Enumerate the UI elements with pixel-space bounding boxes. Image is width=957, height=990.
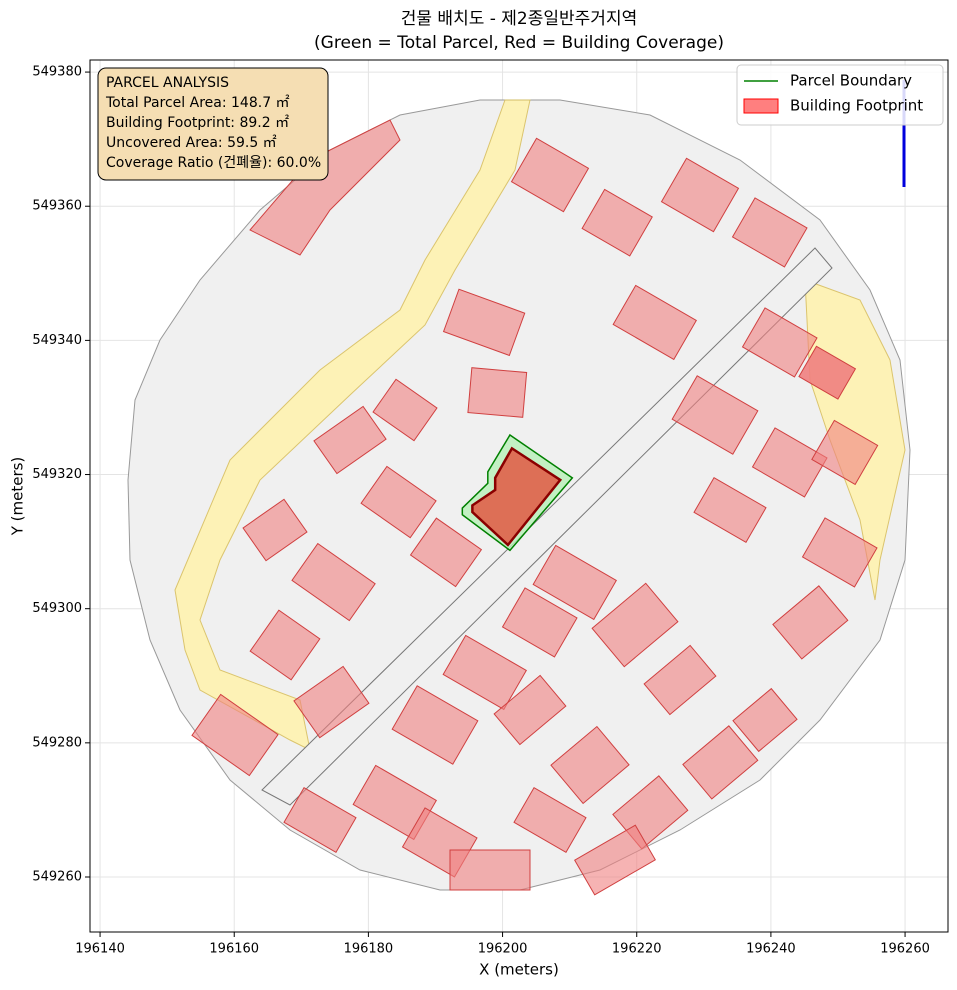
legend-label: Building Footprint	[790, 97, 923, 115]
annotation-line: PARCEL ANALYSIS	[106, 75, 229, 91]
x-tick-label: 196200	[478, 942, 528, 957]
base-map	[127, 80, 911, 896]
y-tick-label: 549280	[32, 735, 82, 750]
x-tick-label: 196180	[344, 942, 394, 957]
y-tick-label: 549360	[32, 199, 82, 214]
x-axis-label: X (meters)	[479, 961, 559, 979]
y-tick-label: 549260	[32, 869, 82, 884]
chart-title: 건물 배치도 - 제2종일반주거지역	[401, 9, 637, 29]
annotation-line: Uncovered Area: 59.5 ㎡	[106, 135, 277, 151]
x-tick-label: 196260	[880, 942, 930, 957]
x-tick-label: 196140	[75, 942, 125, 957]
legend-swatch	[743, 98, 779, 114]
chart-subtitle: (Green = Total Parcel, Red = Building Co…	[314, 33, 724, 53]
plot-frame	[89, 59, 949, 933]
annotation-line: Coverage Ratio (건폐율): 60.0%	[106, 155, 321, 171]
annotation-line: Building Footprint: 89.2 ㎡	[106, 115, 289, 131]
y-tick-label: 549320	[32, 467, 82, 482]
annotation	[97, 67, 329, 181]
legend-label: Parcel Boundary	[790, 72, 912, 90]
y-tick-label: 549380	[32, 65, 82, 80]
x-tick-label: 196240	[746, 942, 796, 957]
legend	[736, 64, 944, 126]
x-tick-label: 196160	[209, 942, 259, 957]
building-footprint	[471, 446, 563, 547]
y-tick-label: 549300	[32, 601, 82, 616]
annotation-line: Total Parcel Area: 148.7 ㎡	[105, 95, 290, 111]
y-tick-label: 549340	[32, 333, 82, 348]
x-tick-label: 196220	[612, 942, 662, 957]
y-axis-label: Y (meters)	[9, 457, 27, 537]
